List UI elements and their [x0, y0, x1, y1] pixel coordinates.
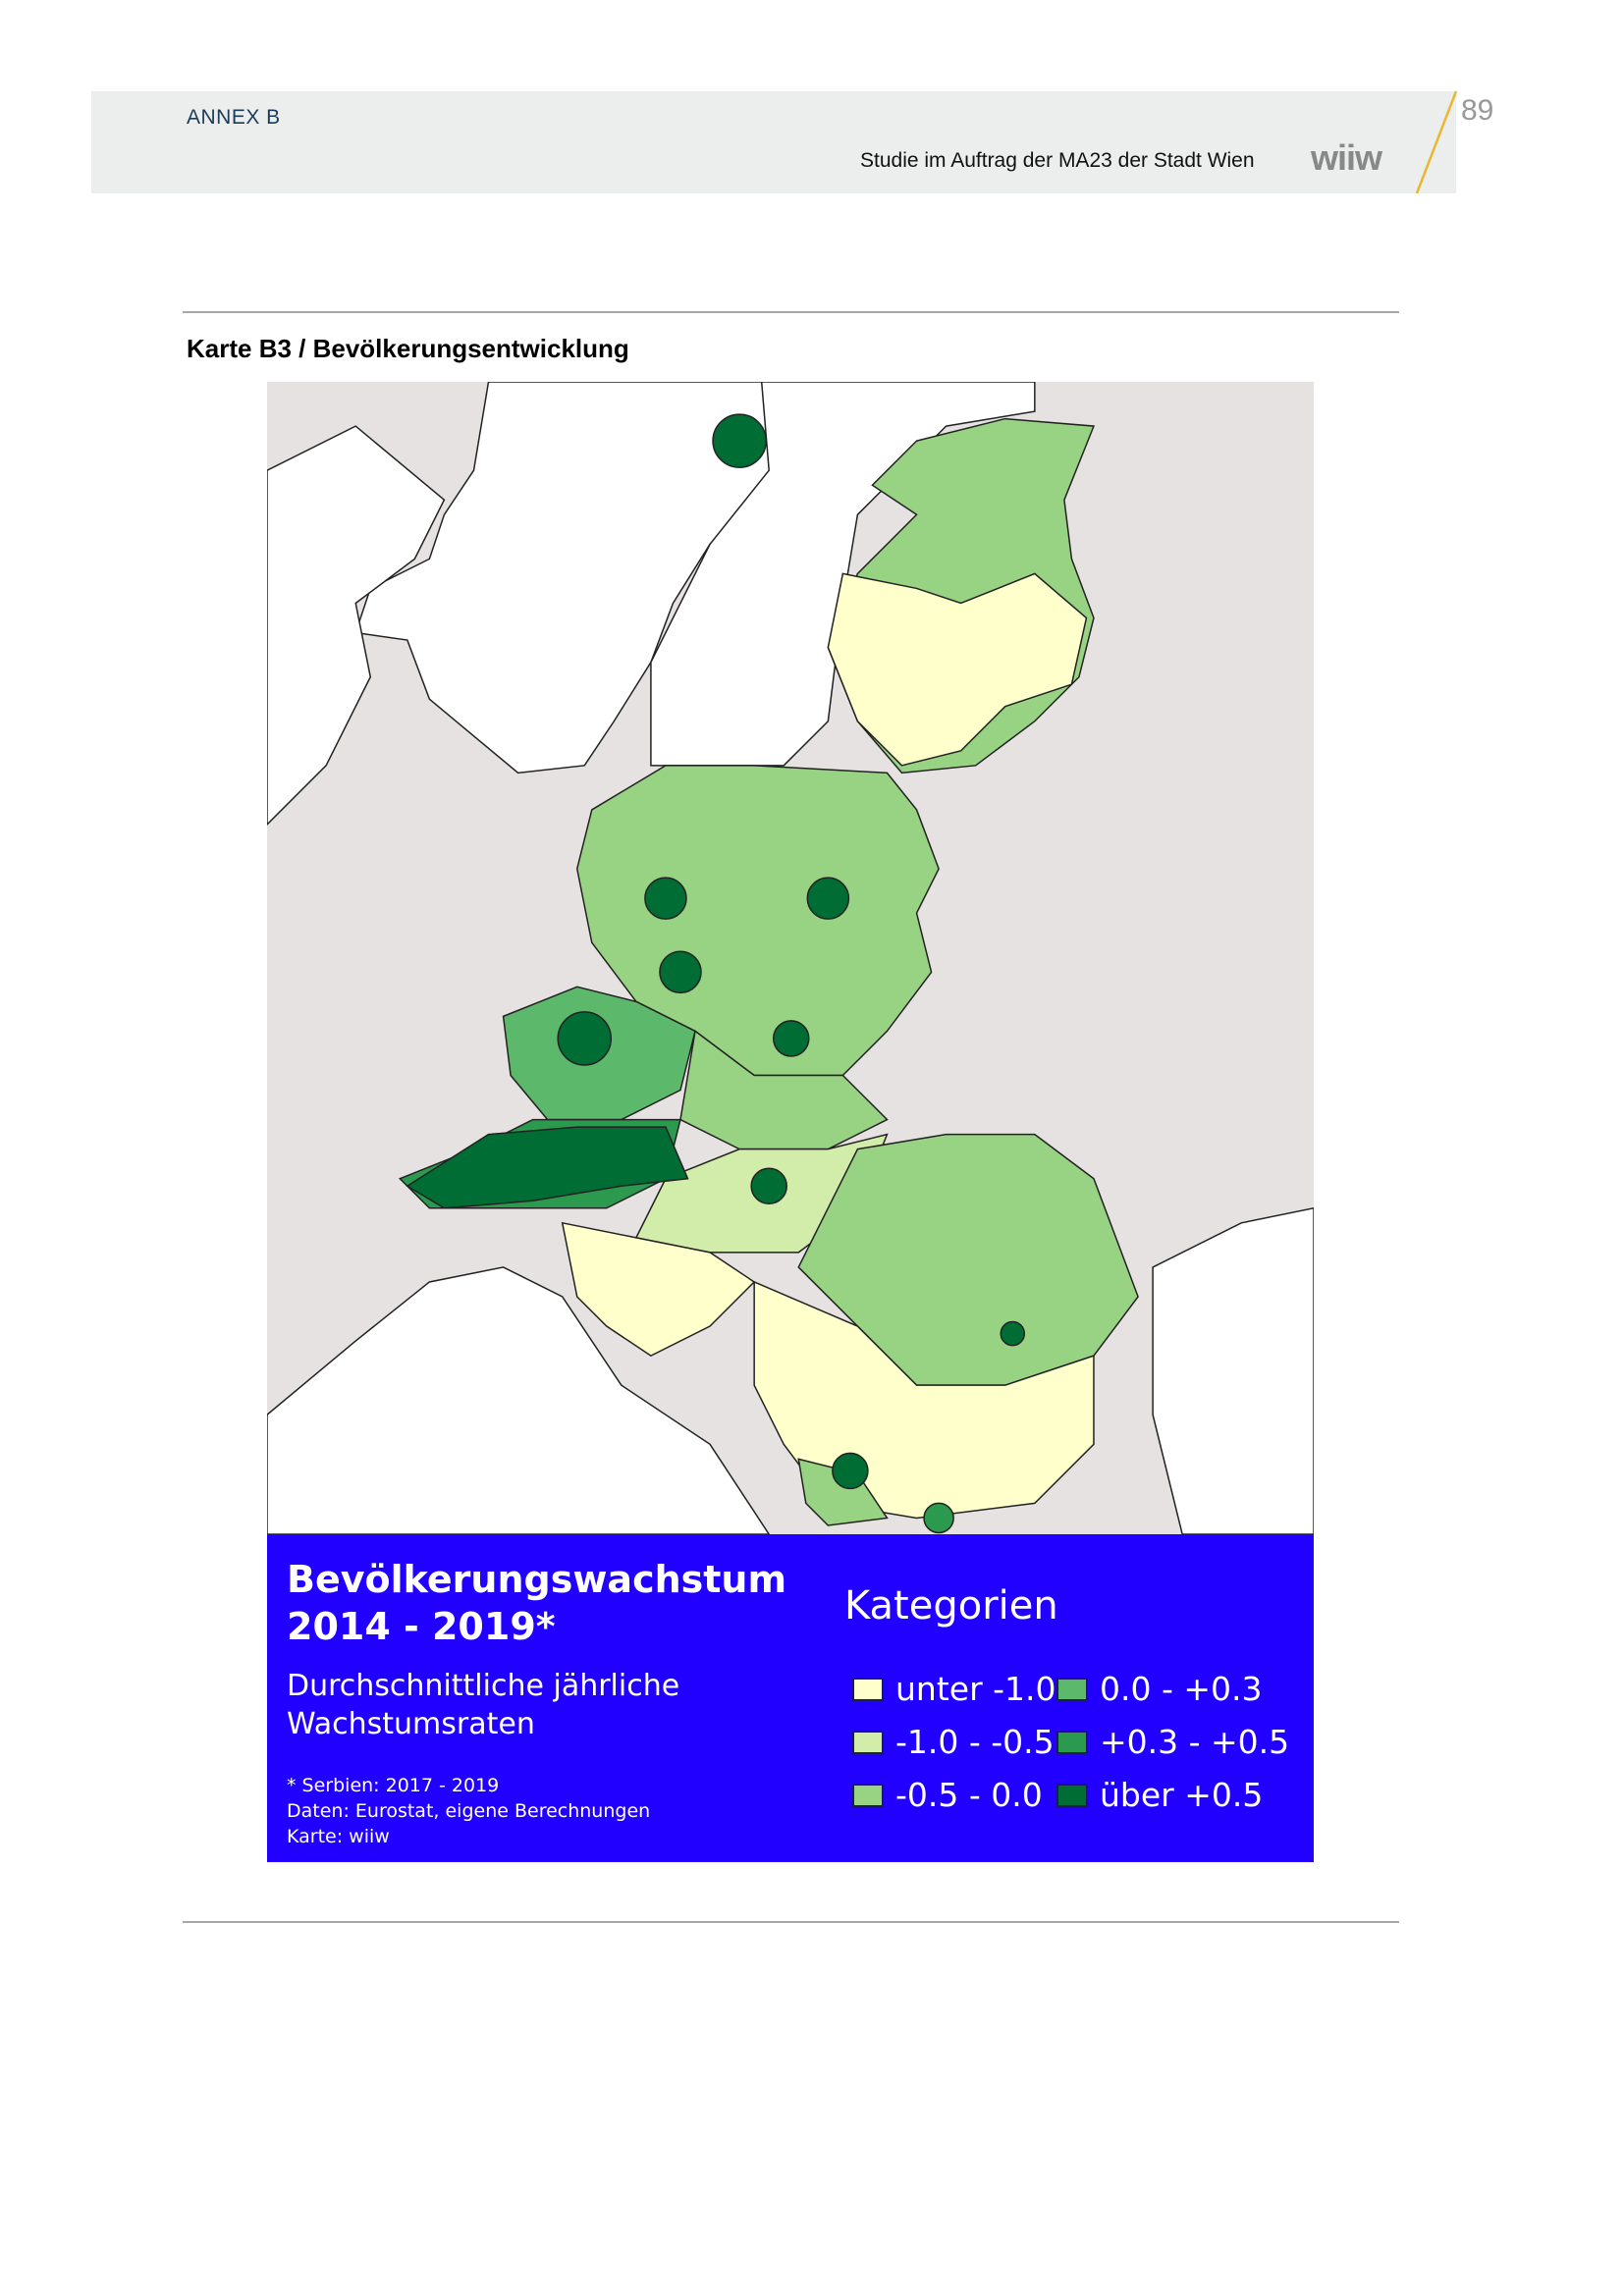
region-dark-11: [923, 1502, 954, 1534]
legend-note-data: Daten: Eurostat, eigene Berechnungen: [287, 1800, 651, 1822]
legend-swatch: [852, 1677, 884, 1701]
legend-item: über +0.5: [1056, 1776, 1263, 1814]
legend-item: -1.0 - -0.5: [852, 1723, 1055, 1761]
legend-label: +0.3 - +0.5: [1100, 1723, 1290, 1761]
legend-swatch: [1056, 1730, 1088, 1754]
legend-heading-line2: 2014 - 2019*: [287, 1605, 556, 1648]
study-label: Studie im Auftrag der MA23 der Stadt Wie…: [860, 149, 1255, 172]
legend-subtitle-line1: Durchschnittliche jährliche: [287, 1669, 680, 1703]
legend-swatch: [852, 1783, 884, 1807]
legend-subtitle: Durchschnittliche jährliche Wachstumsrat…: [287, 1667, 679, 1743]
region-dark-9: [832, 1452, 869, 1490]
legend-label: über +0.5: [1100, 1776, 1264, 1814]
wiiw-logo: wiiw: [1311, 137, 1382, 178]
legend-notes: * Serbien: 2017 - 2019 Daten: Eurostat, …: [287, 1773, 650, 1849]
legend-swatch: [852, 1730, 884, 1754]
legend-item: -0.5 - 0.0: [852, 1776, 1043, 1814]
legend-heading: Bevölkerungswachstum 2014 - 2019*: [287, 1556, 786, 1650]
figure-title: Karte B3 / Bevölkerungsentwicklung: [187, 334, 629, 363]
region-dark-7: [750, 1167, 787, 1205]
black-sea: [1152, 1207, 1314, 1534]
legend-label: unter -1.0: [895, 1670, 1056, 1708]
north-sea: [267, 425, 446, 827]
legend-label: 0.0 - +0.3: [1100, 1670, 1263, 1708]
population-growth-map: [267, 382, 1314, 1534]
bottom-divider: [183, 1921, 1399, 1923]
page-number: 89: [1461, 94, 1494, 127]
top-divider: [183, 311, 1399, 313]
region-slovenia-croatia: [561, 1221, 756, 1357]
region-dark-3: [659, 950, 702, 994]
legend-swatch: [1056, 1677, 1088, 1701]
legend-note-map: Karte: wiiw: [287, 1826, 390, 1847]
legend-label: -0.5 - 0.0: [895, 1776, 1043, 1814]
region-dark-5: [772, 1020, 810, 1057]
legend-item: 0.0 - +0.3: [1056, 1670, 1263, 1708]
section-label: ANNEX B: [187, 106, 281, 129]
legend-categories-title: Kategorien: [844, 1583, 1058, 1629]
region-poland: [575, 765, 940, 1077]
region-dark-2: [806, 877, 850, 920]
region-dark-8: [712, 413, 767, 468]
map-legend: Bevölkerungswachstum 2014 - 2019* Durchs…: [267, 1534, 1314, 1862]
region-lithuania: [827, 572, 1088, 767]
region-dark-4: [557, 1011, 613, 1066]
legend-label: -1.0 - -0.5: [895, 1723, 1055, 1761]
legend-note-serbia: * Serbien: 2017 - 2019: [287, 1775, 500, 1796]
legend-subtitle-line2: Wachstumsraten: [287, 1707, 535, 1741]
legend-item: unter -1.0: [852, 1670, 1056, 1708]
region-dark-6: [406, 1126, 689, 1209]
region-dark-1: [644, 877, 687, 920]
region-slovakia: [679, 1030, 889, 1150]
region-dark-10: [1000, 1320, 1026, 1347]
adriatic-sea: [267, 1266, 771, 1534]
header-accent-line: [1415, 90, 1458, 194]
legend-heading-line1: Bevölkerungswachstum: [287, 1558, 787, 1601]
header-band: [91, 91, 1456, 193]
legend-swatch: [1056, 1783, 1088, 1807]
legend-item: +0.3 - +0.5: [1056, 1723, 1289, 1761]
